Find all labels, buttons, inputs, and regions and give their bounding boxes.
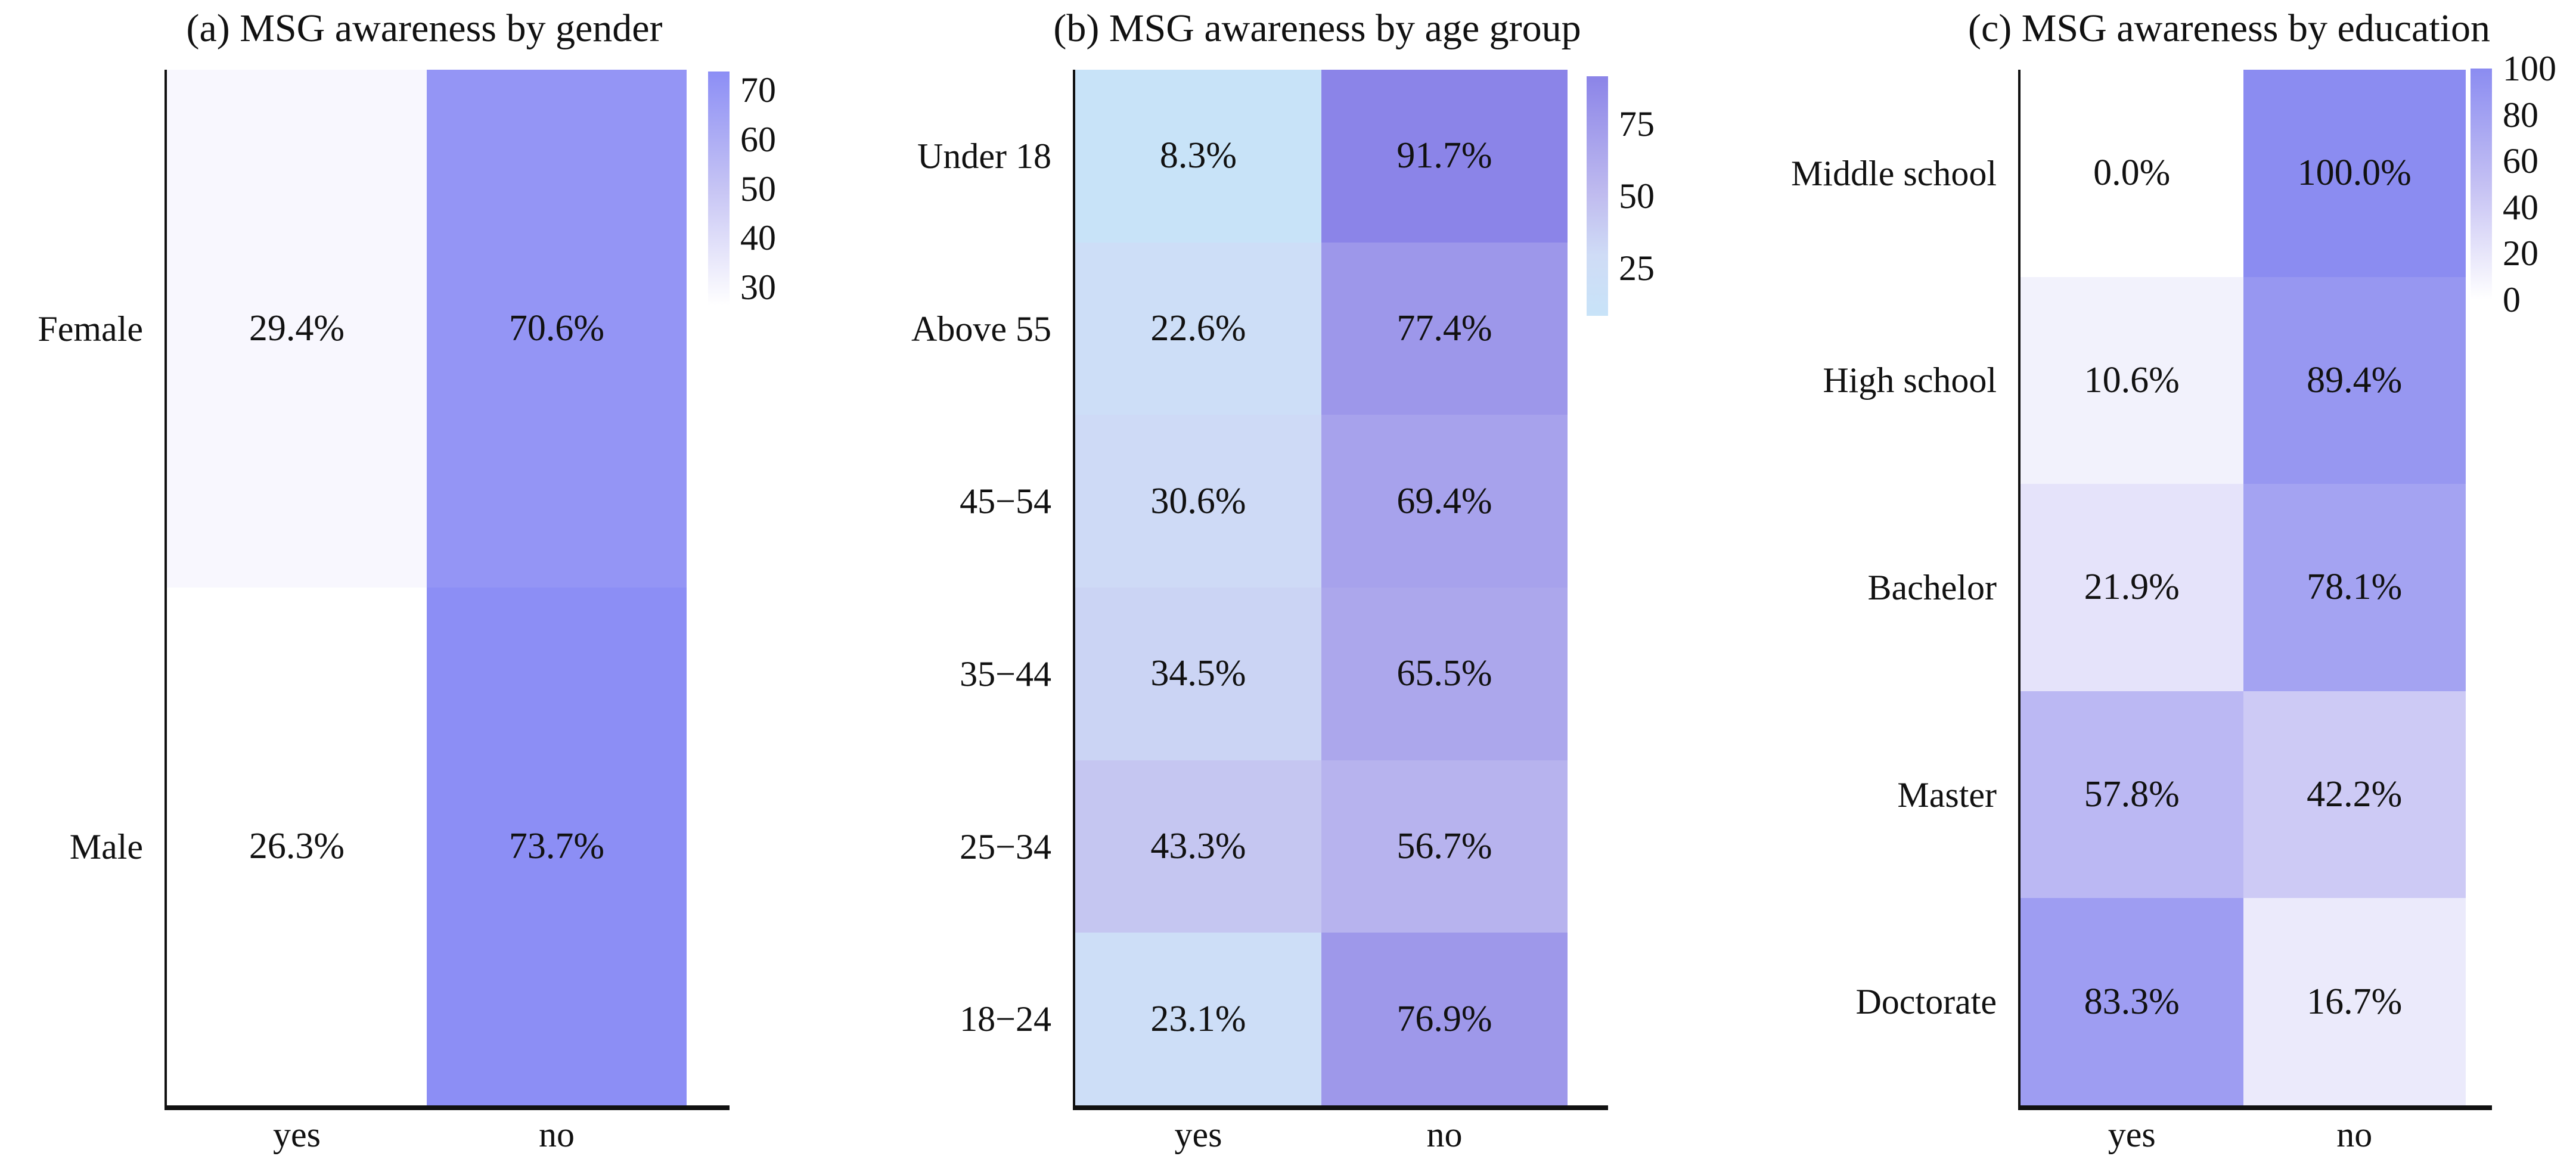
heatmap-cell: 83.3%	[2021, 898, 2243, 1105]
heatmap-cell: 0.0%	[2021, 70, 2243, 277]
row-label: Above 55	[911, 309, 1051, 349]
colorbar-tick-label: 40	[2503, 187, 2538, 227]
heatmap-cell: 76.9%	[1321, 933, 1568, 1105]
y-axis-spine	[2018, 70, 2021, 1110]
panel-gender-chart: (a) MSG awareness by gender 29.4% 70.6% Fe…	[0, 0, 864, 1159]
row-label: 45−54	[960, 481, 1051, 521]
heatmap-cell: 70.6%	[427, 70, 687, 588]
row-label: Under 18	[917, 136, 1051, 176]
colorbar-tick-label: 25	[1619, 248, 1655, 288]
column-label: no	[1426, 1115, 1463, 1154]
row-label: Female	[38, 309, 143, 349]
y-axis-spine	[165, 70, 167, 1110]
chart-title-age-group: (b) MSG awareness by age group	[1053, 7, 1581, 50]
panel-age-group-chart: (b) MSG awareness by age group 8.3% 91.7%…	[864, 0, 1728, 1159]
heatmap-cell: 57.8%	[2021, 691, 2243, 899]
heatmap-cell: 65.5%	[1321, 588, 1568, 760]
chart-title-gender: (a) MSG awareness by gender	[186, 7, 663, 50]
row-label: Master	[1897, 775, 1997, 815]
column-label: yes	[273, 1115, 321, 1154]
colorbar-tick-label: 40	[740, 218, 776, 258]
chart-title-education: (c) MSG awareness by education	[1967, 7, 2491, 50]
row-label: 18−24	[960, 999, 1051, 1039]
colorbar	[708, 72, 730, 306]
heatmap-cell: 77.4%	[1321, 242, 1568, 415]
column-label: no	[2336, 1115, 2373, 1154]
colorbar-tick-label: 75	[1619, 104, 1655, 144]
heatmap-cell: 69.4%	[1321, 415, 1568, 588]
row-label: Male	[69, 826, 143, 866]
row-label: Doctorate	[1855, 982, 1997, 1022]
heatmap-cell: 21.9%	[2021, 484, 2243, 691]
heatmap-cell: 10.6%	[2021, 276, 2243, 484]
heatmap-cell: 23.1%	[1075, 933, 1321, 1105]
heatmap-cell: 91.7%	[1321, 70, 1568, 243]
colorbar-tick-label: 70	[740, 70, 776, 110]
colorbar-tick-label: 60	[740, 119, 776, 159]
colorbar	[2471, 69, 2492, 300]
heatmap-cell: 26.3%	[167, 588, 427, 1105]
column-label: no	[539, 1115, 575, 1154]
heatmap-cell: 78.1%	[2243, 484, 2466, 691]
row-label: 35−44	[960, 654, 1051, 694]
colorbar-tick-label: 50	[740, 169, 776, 209]
colorbar-tick-label: 100	[2503, 49, 2556, 88]
y-axis-spine	[1073, 70, 1075, 1110]
heatmap-cell: 8.3%	[1075, 70, 1321, 243]
colorbar-tick-label: 60	[2503, 141, 2538, 181]
row-label: 25−34	[960, 826, 1051, 866]
x-axis-spine	[165, 1105, 730, 1110]
row-label: Middle school	[1791, 153, 1997, 193]
column-label: yes	[2108, 1115, 2156, 1154]
row-label: Bachelor	[1867, 568, 1997, 607]
heatmap-cell: 22.6%	[1075, 242, 1321, 415]
heatmap-cell: 29.4%	[167, 70, 427, 588]
colorbar-tick-label: 30	[740, 268, 776, 307]
x-axis-spine	[1073, 1105, 1608, 1110]
colorbar-tick-label: 0	[2503, 280, 2521, 319]
heatmap-cell: 43.3%	[1075, 760, 1321, 933]
colorbar-tick-label: 50	[1619, 176, 1655, 216]
heatmap-cell: 89.4%	[2243, 276, 2466, 484]
heatmap-cell: 73.7%	[427, 588, 687, 1105]
heatmap-cell: 56.7%	[1321, 760, 1568, 933]
colorbar-tick-label: 80	[2503, 95, 2538, 135]
heatmap-cell: 34.5%	[1075, 588, 1321, 760]
heatmap-cell: 16.7%	[2243, 898, 2466, 1105]
panel-education-chart: (c) MSG awareness by education 0.0% 100.0…	[1728, 0, 2576, 1159]
heatmap-cell: 100.0%	[2243, 70, 2466, 277]
row-label: High school	[1823, 361, 1997, 400]
heatmap-cell: 42.2%	[2243, 691, 2466, 899]
x-axis-spine	[2018, 1105, 2492, 1110]
column-label: yes	[1174, 1115, 1222, 1154]
colorbar	[1587, 76, 1608, 316]
colorbar-tick-label: 20	[2503, 234, 2538, 274]
heatmap-cell: 30.6%	[1075, 415, 1321, 588]
